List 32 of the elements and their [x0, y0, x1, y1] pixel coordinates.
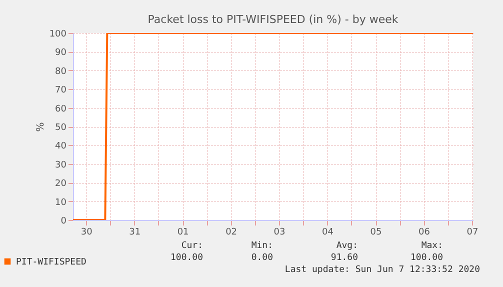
y-tick-label: 80	[55, 66, 67, 77]
x-tick-label: 05	[370, 228, 382, 238]
text: 100.00	[170, 253, 203, 263]
x-tick-label: 30	[80, 228, 93, 238]
y-tick-label: 70	[55, 86, 67, 96]
chart-title: Packet loss to PIT-WIFISPEED (in %) - by week	[148, 13, 399, 26]
text: 100.00	[410, 253, 443, 263]
x-tick-label: 06	[418, 228, 430, 238]
y-tick-label: 0	[60, 216, 67, 226]
y-tick-label: 10	[55, 198, 67, 208]
y-axis-title: %	[35, 122, 46, 132]
x-tick-label: 04	[322, 228, 334, 238]
text: 0.00	[251, 253, 273, 263]
text: Avg:	[336, 241, 358, 251]
y-tick-label: 20	[55, 179, 67, 190]
text: Min:	[251, 241, 273, 251]
y-tick-label: 50	[55, 123, 67, 133]
x-tick-label: 31	[129, 228, 141, 238]
x-tick-label: 03	[274, 228, 286, 238]
text: Cur:	[181, 241, 203, 251]
y-tick-label: 100	[49, 30, 67, 40]
x-tick-label: 01	[177, 228, 189, 238]
text: Max:	[421, 241, 443, 251]
x-tick-label: 02	[226, 228, 238, 238]
y-tick-label: 40	[55, 142, 67, 152]
y-tick-label: 60	[55, 104, 67, 114]
y-tick-label: 30	[55, 160, 67, 170]
text: Last update: Sun Jun 7 12:33:52 2020	[284, 265, 480, 275]
text: 91.60	[330, 253, 358, 263]
legend-label: PIT-WIFISPEED	[16, 258, 86, 268]
y-tick-label: 90	[55, 48, 67, 58]
x-tick-label: 07	[466, 228, 478, 238]
